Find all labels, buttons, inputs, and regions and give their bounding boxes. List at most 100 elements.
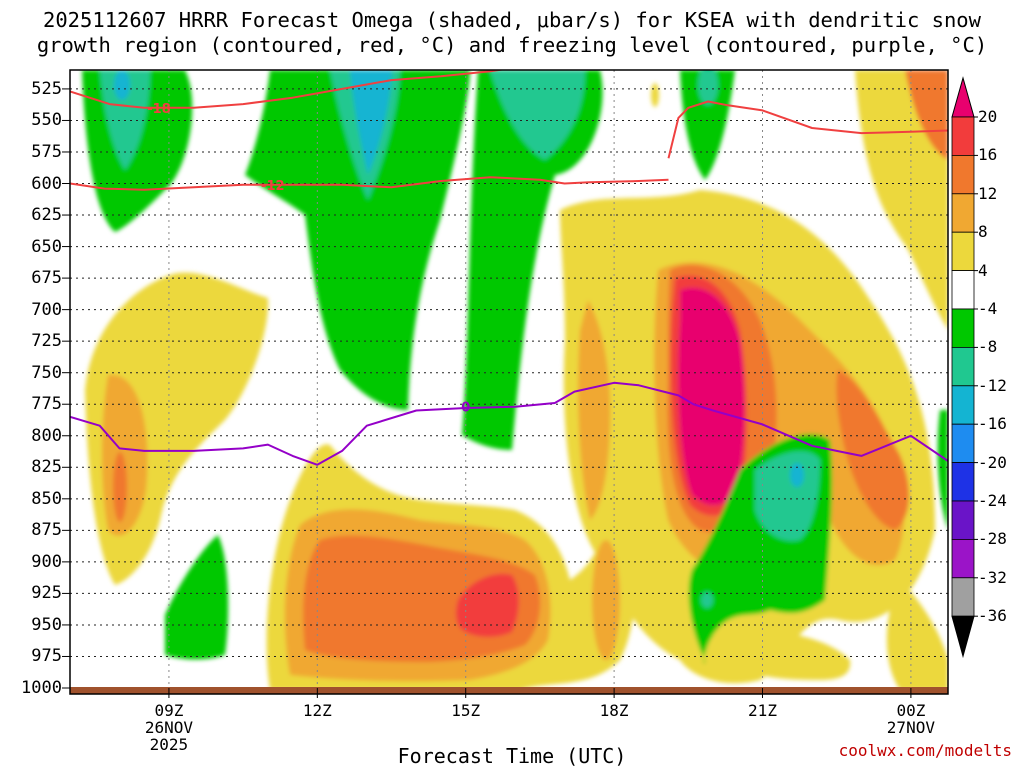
x-tick-label: 09Z bbox=[154, 701, 184, 720]
x-tick-marks bbox=[168, 688, 912, 698]
y-tick-label: 900 bbox=[31, 551, 62, 572]
green-sliver-right bbox=[937, 410, 948, 530]
x-tick-label: 18Z bbox=[599, 701, 629, 720]
y-tick-marks bbox=[62, 88, 70, 689]
title-line-2: growth region (contoured, red, °C) and f… bbox=[36, 33, 988, 57]
colorbar-swatch-7 bbox=[951, 346, 975, 387]
colorbar-label: 16 bbox=[978, 145, 998, 165]
green-region-lower-left bbox=[165, 535, 229, 660]
y-tick-label: 600 bbox=[31, 173, 62, 194]
ground-bar bbox=[70, 687, 948, 694]
colorbar-swatch-9 bbox=[951, 423, 975, 464]
title-line-1: 2025112607 HRRR Forecast Omega (shaded, … bbox=[43, 8, 981, 32]
colorbar-swatch-1 bbox=[951, 116, 975, 156]
gold-strip-18z bbox=[578, 300, 611, 520]
plot-frame bbox=[69, 69, 949, 695]
isotherm-labels: -18 -12 0 bbox=[147, 102, 470, 416]
orange-region-right bbox=[836, 370, 910, 530]
x-tick-sub2: 2025 bbox=[149, 735, 189, 754]
y-tick-label: 775 bbox=[31, 394, 62, 415]
teal-spot-top-right bbox=[698, 70, 718, 105]
omega-shading bbox=[82, 70, 948, 688]
y-tick-label: 800 bbox=[31, 425, 62, 446]
colorbar-label: -4 bbox=[978, 299, 998, 318]
series-line-0 bbox=[70, 70, 506, 109]
x-tick-label: 00Z bbox=[896, 701, 926, 720]
teal-spot-lower-right bbox=[701, 592, 713, 608]
series-label-2: -12 bbox=[261, 179, 285, 194]
series-line-1 bbox=[667, 100, 948, 159]
colorbar-swatch-3 bbox=[951, 193, 975, 233]
x-tick-label: 15Z bbox=[451, 701, 481, 720]
colorbar-swatch-12 bbox=[951, 539, 975, 579]
colorbar-label: -32 bbox=[978, 567, 1007, 587]
colorbar-label: 20 bbox=[978, 107, 998, 126]
green-region-top-right bbox=[680, 70, 735, 180]
colorbar-swatch-5 bbox=[951, 270, 975, 310]
yellow-spot-top bbox=[651, 83, 659, 107]
cyan-region-upper-center bbox=[350, 70, 392, 175]
series-label-3: 0 bbox=[461, 401, 470, 416]
y-tick-label: 750 bbox=[31, 362, 62, 383]
y-tick-label: 950 bbox=[31, 614, 62, 635]
series-line-2 bbox=[70, 176, 669, 191]
series-line-3 bbox=[70, 381, 948, 466]
y-tick-label: 575 bbox=[31, 141, 62, 162]
colorbar-label: -8 bbox=[978, 337, 998, 357]
green-region-center-column bbox=[462, 70, 603, 450]
y-tick-label: 975 bbox=[31, 646, 62, 667]
y-tick-label: 675 bbox=[31, 268, 62, 289]
colorbar-swatch-13 bbox=[951, 577, 975, 617]
cyan-spot-upper-left bbox=[114, 70, 130, 100]
colorbar-label: -24 bbox=[978, 491, 1007, 510]
x-tick-label: 21Z bbox=[748, 701, 777, 720]
shading-blobs bbox=[82, 70, 948, 688]
y-tick-label: 700 bbox=[31, 299, 62, 320]
colorbar-swatch-2 bbox=[951, 154, 975, 195]
yellow-region-top-right bbox=[855, 70, 948, 330]
colorbar-label: -20 bbox=[978, 452, 1007, 472]
y-tick-label: 925 bbox=[31, 583, 62, 604]
red-region-bottom-center bbox=[455, 573, 519, 637]
colorbar-swatch-8 bbox=[951, 385, 975, 425]
y-tick-label: 825 bbox=[31, 457, 62, 478]
colorbar-label: -12 bbox=[978, 375, 1007, 395]
colorbar-label: 12 bbox=[978, 183, 998, 203]
colorbar-label: 4 bbox=[978, 260, 988, 280]
orange-region-top-right bbox=[905, 70, 948, 160]
chart-title: 2025112607 HRRR Forecast Omega (shaded, … bbox=[0, 8, 1024, 58]
colorbar-swatch-6 bbox=[951, 308, 975, 348]
y-tick-label: 725 bbox=[31, 331, 62, 352]
y-tick-label: 1000 bbox=[21, 678, 62, 698]
site-credit[interactable]: coolwx.com/modelts bbox=[838, 741, 1012, 760]
colorbar-label: -36 bbox=[978, 606, 1007, 626]
grid-lines bbox=[70, 70, 948, 689]
y-tick-label: 550 bbox=[31, 110, 62, 131]
colorbar-swatch-11 bbox=[951, 500, 975, 540]
colorbar-label: -28 bbox=[978, 529, 1007, 549]
colorbar-swatch-4 bbox=[951, 231, 975, 271]
colorbar bbox=[951, 76, 978, 659]
x-tick-sub1: 27NOV bbox=[886, 718, 935, 737]
magenta-region-peak bbox=[678, 287, 745, 506]
colorbar-bottom-arrow bbox=[951, 615, 975, 659]
yellow-region-bottom-right-corner bbox=[886, 580, 948, 688]
yellow-region-lower-right bbox=[748, 630, 851, 680]
cyan-spot-lower-right bbox=[790, 463, 804, 487]
y-tick-label: 850 bbox=[31, 488, 62, 509]
x-axis-title: Forecast Time (UTC) bbox=[397, 744, 627, 768]
colorbar-top-arrow bbox=[951, 76, 975, 118]
colorbar-swatch-10 bbox=[951, 462, 975, 502]
y-tick-label: 625 bbox=[31, 205, 62, 226]
y-tick-label: 525 bbox=[31, 78, 62, 99]
colorbar-label: -16 bbox=[978, 414, 1007, 434]
y-tick-label: 650 bbox=[31, 236, 62, 257]
x-tick-label: 12Z bbox=[302, 701, 332, 720]
x-tick-sub1: 26NOV bbox=[144, 718, 193, 737]
orange-spot-left bbox=[113, 452, 127, 522]
y-tick-label: 875 bbox=[31, 520, 62, 541]
gold-spot-18z-low bbox=[592, 540, 620, 660]
colorbar-label: 8 bbox=[978, 222, 988, 242]
isotherm-lines bbox=[70, 70, 948, 466]
